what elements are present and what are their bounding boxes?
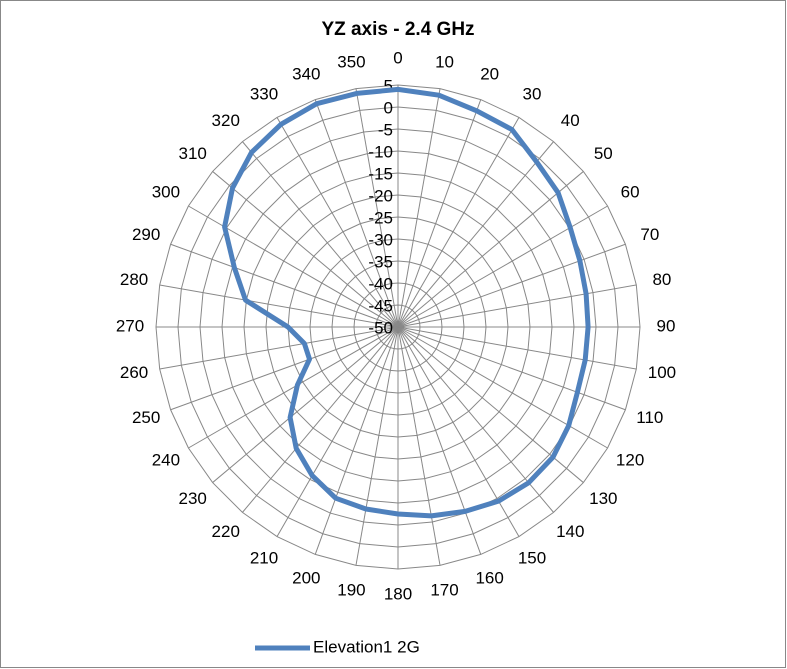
angle-label: 110 [636, 408, 663, 427]
spoke [397, 326, 608, 449]
angle-label: 140 [556, 522, 584, 541]
angle-label: 330 [250, 84, 278, 103]
r-tick-label: -20 [368, 186, 393, 205]
angle-label: 320 [212, 111, 240, 130]
angle-label: 100 [648, 363, 676, 382]
r-tick-label: -50 [368, 318, 393, 337]
angle-label: 260 [120, 363, 148, 382]
angle-label: 310 [179, 144, 207, 163]
r-tick-label: 5 [384, 76, 393, 95]
spoke [159, 284, 399, 328]
spoke [397, 117, 520, 328]
spoke [170, 326, 399, 411]
spoke [276, 117, 399, 328]
angle-label: 300 [152, 182, 180, 201]
spoke [397, 284, 637, 328]
angle-label: 70 [640, 225, 659, 244]
spoke [276, 326, 399, 537]
angle-label: 270 [116, 316, 144, 335]
r-tick-label: -5 [378, 120, 393, 139]
spoke [397, 99, 482, 328]
spoke [355, 326, 399, 566]
angle-label: 130 [589, 489, 617, 508]
angle-label: 120 [616, 450, 644, 469]
angle-label: 40 [561, 111, 580, 130]
angle-label: 80 [652, 270, 671, 289]
spoke [397, 205, 608, 328]
angle-label: 30 [523, 84, 542, 103]
angle-label: 180 [384, 584, 412, 603]
spoke [242, 326, 399, 513]
angle-label: 50 [594, 144, 613, 163]
angle-label: 150 [518, 549, 546, 568]
r-tick-label: 0 [384, 98, 393, 117]
angle-label: 230 [179, 489, 207, 508]
angle-label: 240 [152, 450, 180, 469]
r-tick-label: -30 [368, 230, 393, 249]
spoke [242, 141, 399, 328]
angle-label: 10 [435, 53, 454, 72]
angle-label: 60 [621, 182, 640, 201]
angle-label: 90 [657, 316, 676, 335]
angle-label: 250 [132, 408, 160, 427]
angle-label: 350 [337, 53, 365, 72]
r-tick-label: -40 [368, 274, 393, 293]
r-tick-label: -35 [368, 252, 393, 271]
angle-label: 190 [337, 580, 365, 599]
spoke [397, 326, 626, 411]
angle-label: 290 [132, 225, 160, 244]
spoke [397, 326, 441, 566]
spoke [355, 88, 399, 328]
angle-label: 0 [393, 48, 402, 67]
legend-label: Elevation1 2G [313, 637, 420, 656]
angle-label: 280 [120, 270, 148, 289]
spoke [170, 243, 399, 328]
spoke [212, 326, 399, 483]
spoke [397, 171, 584, 328]
angle-label: 210 [250, 549, 278, 568]
chart-title: YZ axis - 2.4 GHz [321, 19, 474, 40]
angle-label: 160 [475, 568, 503, 587]
r-tick-label: -25 [368, 208, 393, 227]
spoke [397, 141, 554, 328]
spoke [188, 326, 399, 449]
r-tick-label: -15 [368, 164, 393, 183]
angle-label: 200 [292, 568, 320, 587]
spoke [397, 243, 626, 328]
spoke [212, 171, 399, 328]
spoke [314, 326, 399, 555]
spoke [397, 88, 441, 328]
angle-label: 340 [292, 65, 320, 84]
angle-label: 170 [430, 580, 458, 599]
angle-label: 220 [212, 522, 240, 541]
series-line [222, 86, 591, 519]
spoke [159, 326, 399, 370]
r-tick-label: -45 [368, 296, 393, 315]
r-tick-label: -10 [368, 142, 393, 161]
angle-label: 20 [480, 65, 499, 84]
spoke [397, 326, 482, 555]
spoke [397, 326, 637, 370]
spoke [314, 99, 399, 328]
